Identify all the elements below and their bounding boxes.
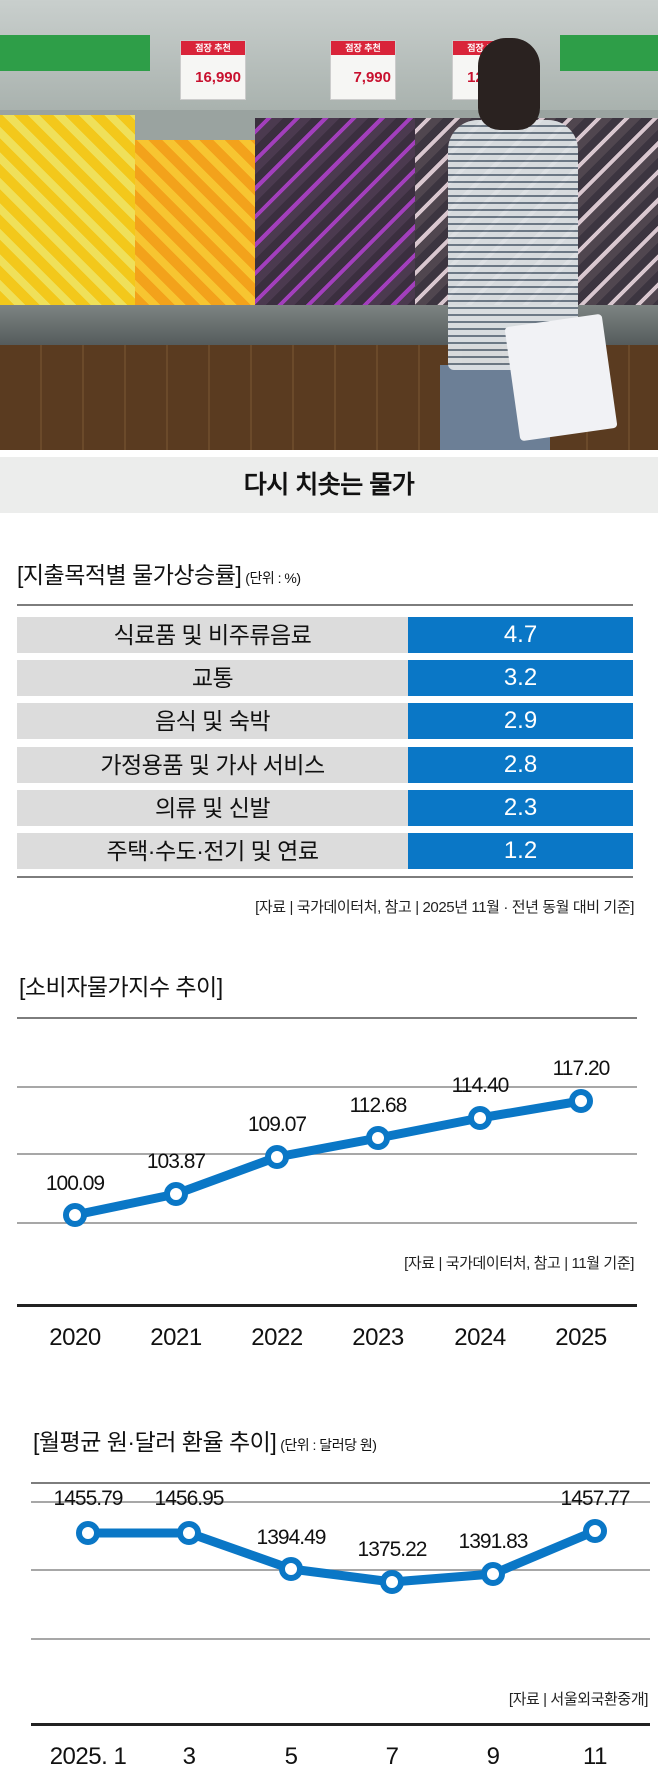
fx-point-label: 1455.79 [53,1487,124,1510]
fx-point-label: 1375.22 [357,1538,428,1561]
cpi-point-label: 100.09 [45,1172,105,1195]
row-value: 1.2 [408,833,633,869]
cpi-source-note: [자료 | 국가데이터처, 참고 | 11월 기준] [404,1255,634,1272]
fx-x-tick: 9 [486,1743,500,1770]
data-point [76,1521,100,1545]
data-point [177,1521,201,1545]
row-value: 2.9 [408,703,633,739]
fx-x-tick: 5 [284,1743,298,1770]
data-point [63,1203,87,1227]
table-row: 의류 및 신발 2.3 [17,790,633,826]
data-point [583,1519,607,1543]
fx-line [88,1526,597,1587]
data-point [164,1182,188,1206]
price-tag-2: 점장 추천 7,990 [330,40,396,100]
shopper-head [478,38,540,130]
table-row: 가정용품 및 가사 서비스 2.8 [17,747,633,783]
table-row: 식료품 및 비주류음료 4.7 [17,617,633,653]
table-unit: (단위 : %) [245,570,301,586]
table-row: 주택·수도·전기 및 연료 1.2 [17,833,633,869]
row-value: 4.7 [408,617,633,653]
table-row: 음식 및 숙박 2.9 [17,703,633,739]
row-label: 음식 및 숙박 [17,703,408,739]
cpi-x-tick: 2023 [352,1324,404,1351]
table-section-header: [지출목적별 물가상승률] (단위 : %) [17,556,301,590]
cpi-point-label: 117.20 [552,1057,611,1080]
row-value: 2.3 [408,790,633,826]
fx-x-tick: 11 [583,1743,607,1770]
data-point [279,1557,303,1581]
row-label: 식료품 및 비주류음료 [17,617,408,653]
fx-point-label: 1457.77 [560,1487,631,1510]
row-label: 가정용품 및 가사 서비스 [17,747,408,783]
page-title: 다시 치솟는 물가 [0,457,658,513]
fx-section-title: [월평균 원·달러 환율 추이] [33,1429,277,1455]
table-row: 교통 3.2 [17,660,633,696]
fx-section-header: [월평균 원·달러 환율 추이] (단위 : 달러당 원) [33,1423,377,1457]
cpi-top-divider [17,1017,637,1019]
row-label: 주택·수도·전기 및 연료 [17,833,408,869]
cpi-x-axis [17,1304,637,1307]
cpi-section-header: [소비자물가지수 추이] [19,974,223,1000]
data-point [481,1562,505,1586]
fx-x-tick: 3 [182,1743,196,1770]
fruit-sign-right [560,35,658,71]
row-value: 3.2 [408,660,633,696]
fx-markers [76,1519,607,1594]
fx-source-note: [자료 | 서울외국환중개] [508,1691,649,1708]
cpi-x-tick: 2024 [454,1324,506,1351]
table-source-note: [자료 | 국가데이터처, 참고 | 2025년 11월 · 전년 동월 대비 … [255,899,634,916]
cpi-x-tick: 2022 [251,1324,303,1351]
cpi-point-label: 109.07 [247,1113,307,1136]
header-photo: 점장 추천 16,990 점장 추천 7,990 점장 추천 12,990 [0,0,658,450]
data-point [265,1145,289,1169]
cpi-x-tick: 2020 [49,1324,101,1351]
cpi-markers [63,1089,593,1227]
price-tag-1: 점장 추천 16,990 [180,40,246,100]
fx-point-label: 1456.95 [154,1487,225,1510]
data-point [366,1126,390,1150]
data-point [468,1106,492,1130]
fx-x-tick: 7 [385,1743,399,1770]
row-value: 2.8 [408,747,633,783]
lemon-boxes [0,115,135,305]
grape-boxes [255,118,415,305]
data-point [380,1570,404,1594]
fx-x-tick: 2025. 1 [49,1743,127,1770]
cpi-point-label: 112.68 [349,1094,408,1117]
row-label: 교통 [17,660,408,696]
table-top-divider [17,604,633,606]
cpi-line [74,1096,582,1220]
fx-point-label: 1391.83 [458,1530,529,1553]
cpi-x-tick: 2025 [555,1324,607,1351]
table-section-title: [지출목적별 물가상승률] [17,562,242,588]
cpi-point-label: 103.87 [146,1150,206,1173]
fx-x-axis [31,1723,650,1726]
fruit-sign-left [0,35,150,71]
fx-point-label: 1394.49 [256,1526,327,1549]
cpi-point-label: 114.40 [451,1074,510,1097]
row-label: 의류 및 신발 [17,790,408,826]
table-bottom-divider [17,876,633,878]
fx-unit: (단위 : 달러당 원) [280,1437,377,1453]
cpi-x-tick: 2021 [150,1324,202,1351]
fx-top-divider [31,1482,650,1484]
data-point [569,1089,593,1113]
orange-boxes [135,140,255,305]
